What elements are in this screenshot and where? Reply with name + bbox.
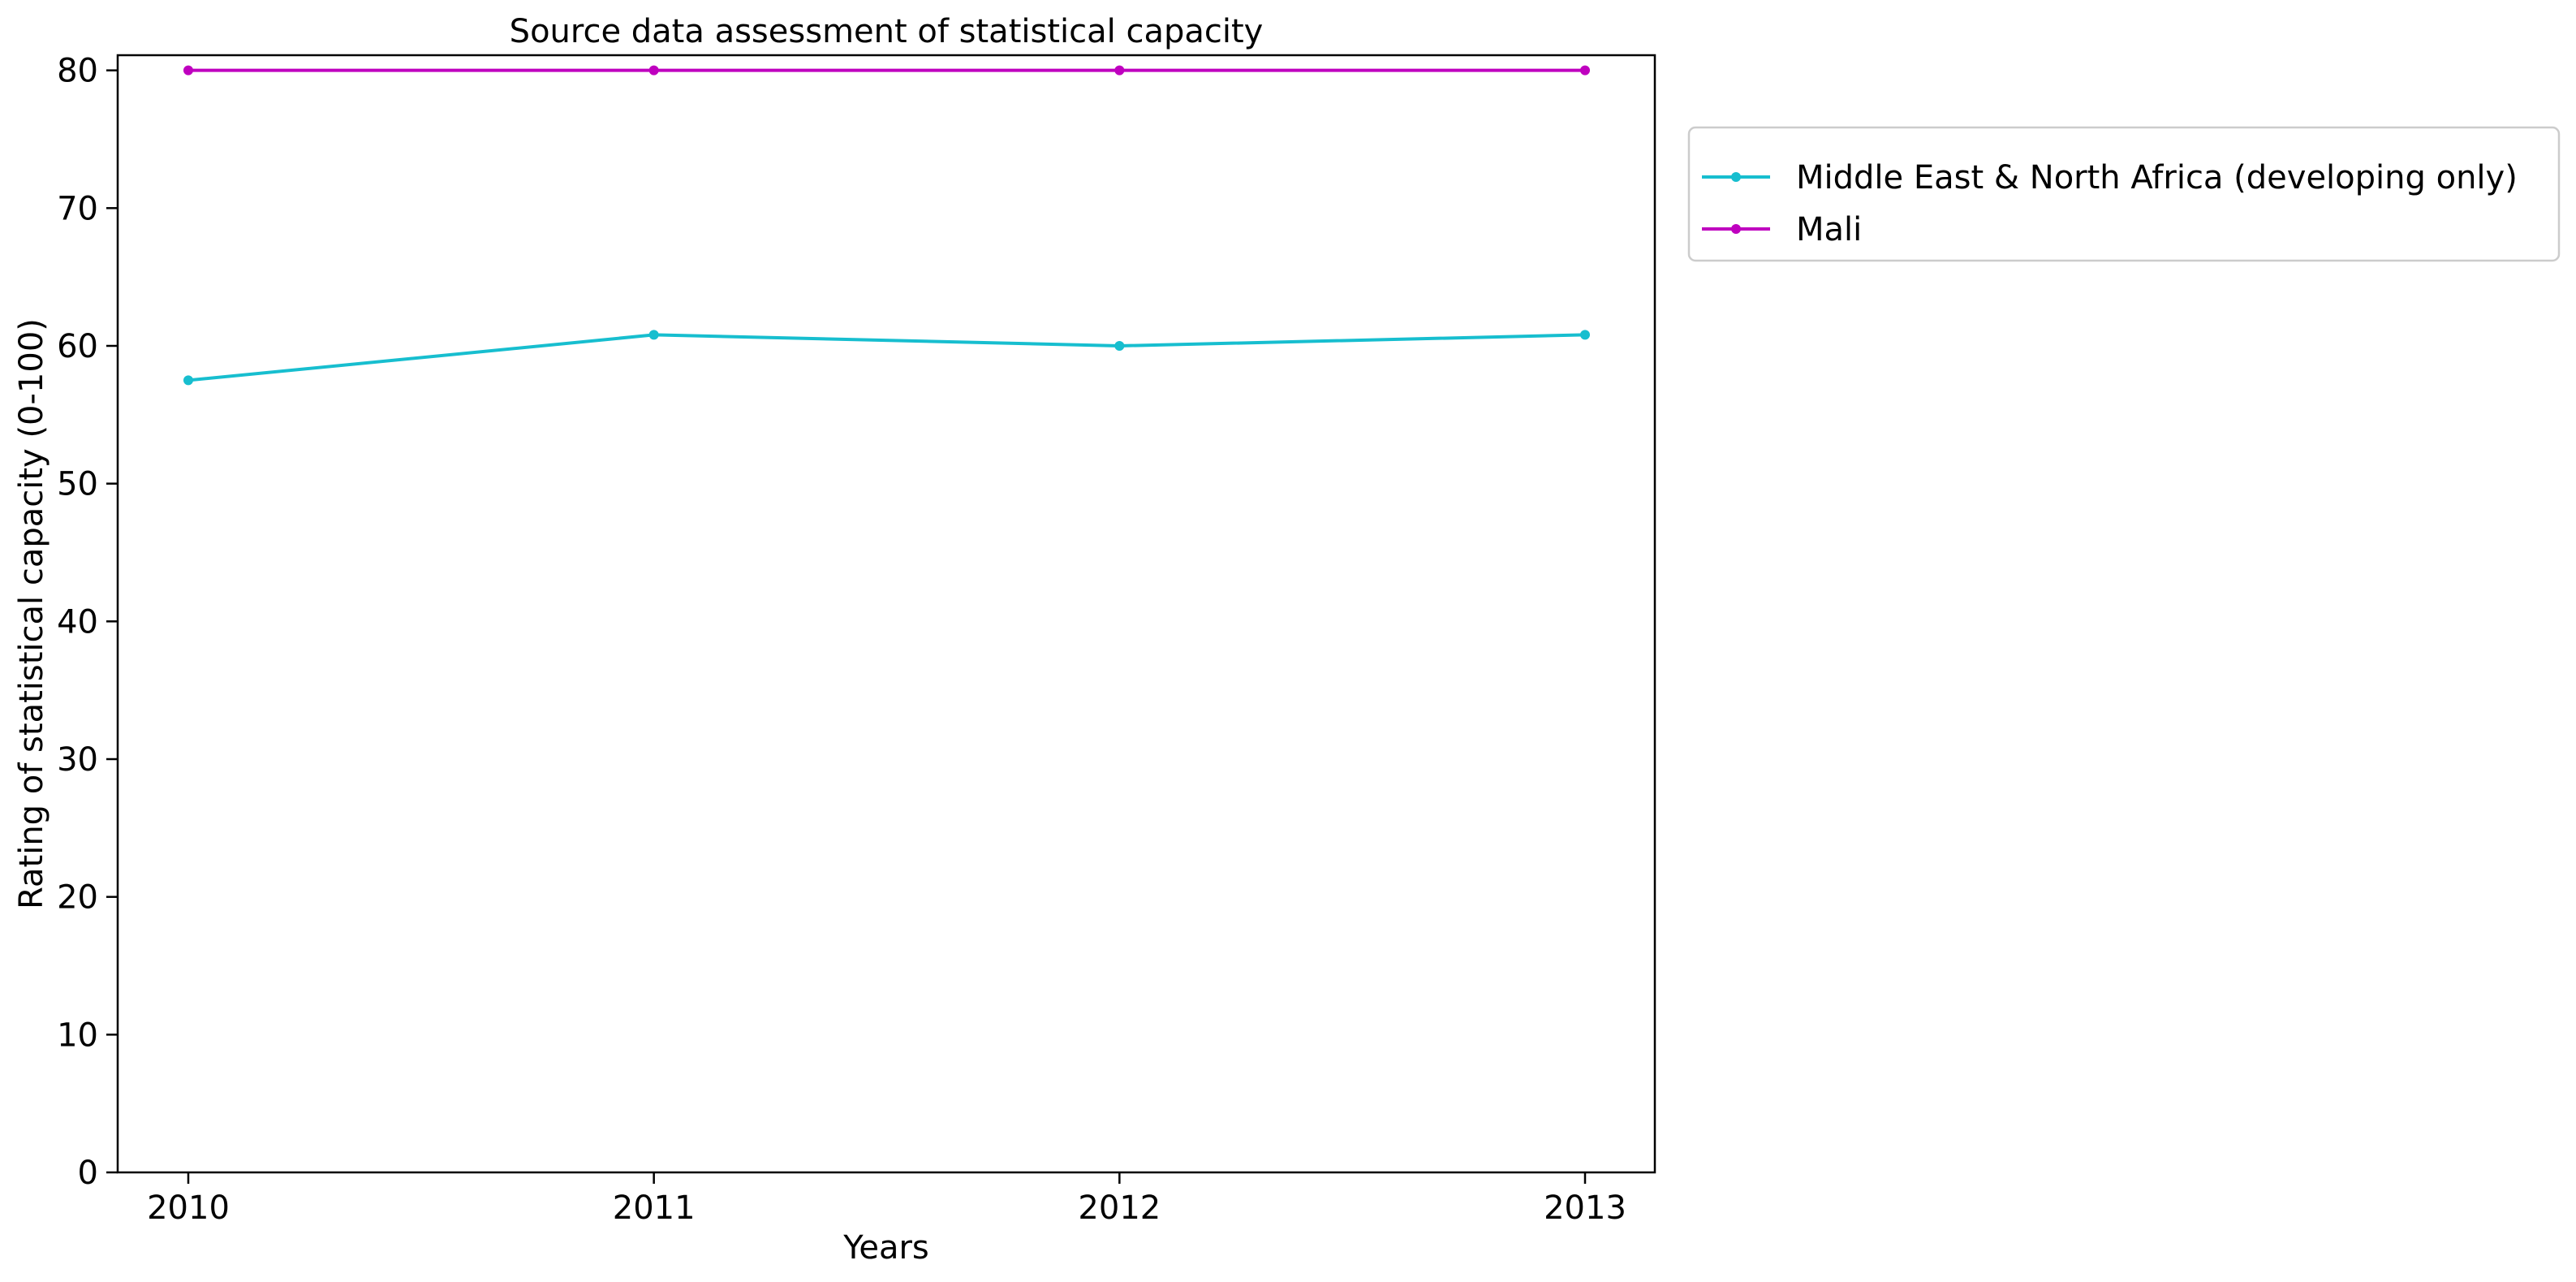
data-point xyxy=(1114,65,1125,76)
x-axis: 2010 2011 2012 2013 xyxy=(147,1172,1626,1227)
x-axis-title: Years xyxy=(842,1229,929,1267)
y-tick-label: 40 xyxy=(57,603,98,641)
legend-marker-0 xyxy=(1731,172,1741,182)
legend-label-0: Middle East & North Africa (developing o… xyxy=(1796,159,2518,196)
y-tick-label: 80 xyxy=(57,53,98,90)
x-tick-label: 2013 xyxy=(1544,1189,1626,1227)
y-tick-label: 70 xyxy=(57,190,98,227)
x-tick-label: 2012 xyxy=(1078,1189,1161,1227)
data-point xyxy=(1580,65,1590,76)
y-tick-label: 0 xyxy=(78,1155,98,1192)
data-point xyxy=(1114,340,1125,351)
series-layer xyxy=(183,65,1590,386)
series-line-0 xyxy=(187,333,1586,382)
y-tick-label: 30 xyxy=(57,741,98,779)
legend-frame xyxy=(1687,126,2561,262)
y-axis-title: Rating of statistical capacity (0-100) xyxy=(13,318,50,909)
y-tick-label: 20 xyxy=(57,879,98,917)
y-axis: 0 10 20 30 40 50 60 70 80 xyxy=(57,53,118,1192)
x-tick-label: 2011 xyxy=(613,1189,696,1227)
data-point xyxy=(183,65,193,76)
data-point xyxy=(183,375,193,386)
y-tick-label: 10 xyxy=(57,1017,98,1054)
data-point xyxy=(1580,330,1590,340)
plot-area-frame xyxy=(116,54,1656,1174)
legend-label-1: Mali xyxy=(1796,211,1862,248)
y-tick-label: 60 xyxy=(57,328,98,365)
legend-marker-1 xyxy=(1731,224,1741,234)
data-point xyxy=(648,65,659,76)
y-tick-label: 50 xyxy=(57,466,98,503)
x-tick-label: 2010 xyxy=(147,1189,230,1227)
chart-title: Source data assessment of statistical ca… xyxy=(510,13,1264,50)
legend: Middle East & North Africa (developing o… xyxy=(1687,126,2561,262)
data-point xyxy=(648,330,659,340)
